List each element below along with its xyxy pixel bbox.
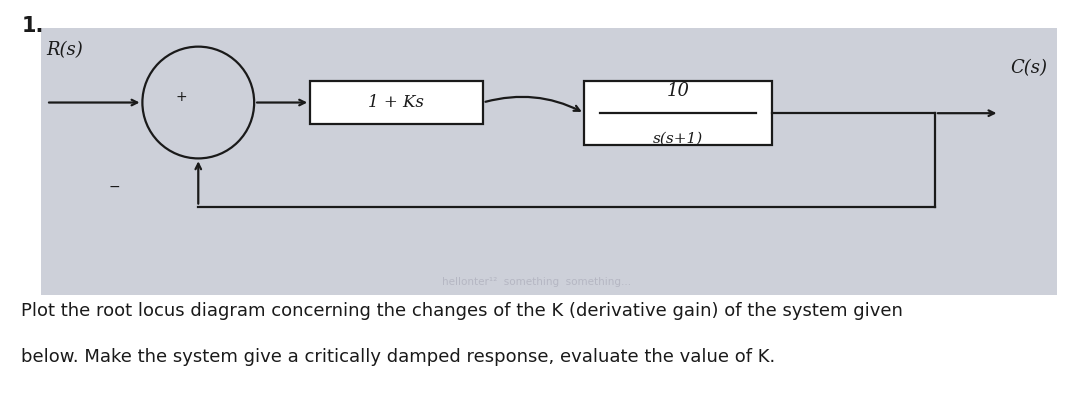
FancyBboxPatch shape [310,81,483,124]
FancyBboxPatch shape [41,28,1057,295]
Text: R(s): R(s) [46,41,83,59]
Text: below. Make the system give a critically damped response, evaluate the value of : below. Make the system give a critically… [21,348,776,366]
Text: 1.: 1. [21,16,44,36]
Text: Plot the root locus diagram concerning the changes of the K (derivative gain) of: Plot the root locus diagram concerning t… [21,302,903,320]
Text: 10: 10 [667,82,690,100]
FancyBboxPatch shape [585,81,773,145]
Text: s(s+1): s(s+1) [653,132,704,146]
Text: +: + [176,90,188,104]
Text: C(s): C(s) [1010,59,1047,77]
Text: hellonter¹²  something  something...: hellonter¹² something something... [442,277,631,287]
Text: −: − [108,179,120,193]
Text: 1 + Ks: 1 + Ks [368,94,424,111]
